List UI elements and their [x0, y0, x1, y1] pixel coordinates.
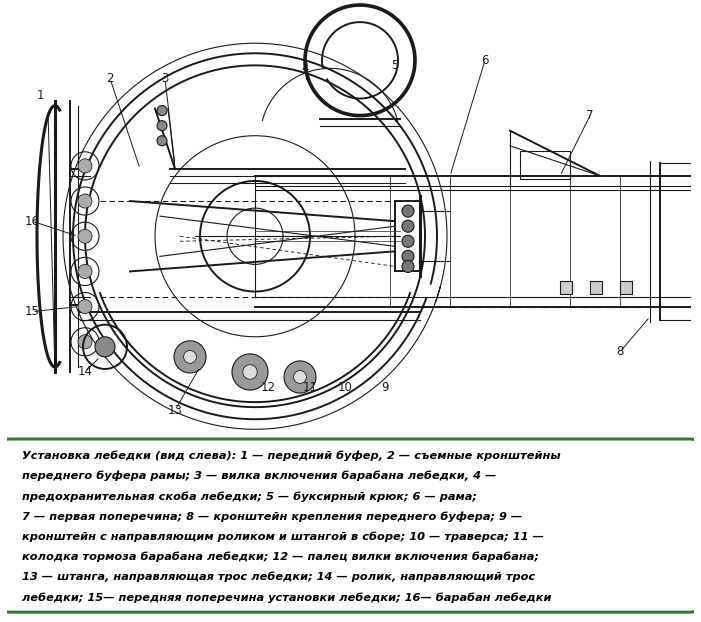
Text: 13: 13 — [168, 404, 182, 417]
Text: 14: 14 — [78, 366, 93, 378]
Text: переднего буфера рамы; 3 — вилка включения барабана лебедки, 4 —: переднего буфера рамы; 3 — вилка включен… — [22, 471, 496, 481]
Text: 7 — первая поперечина; 8 — кронштейн крепления переднего буфера; 9 —: 7 — первая поперечина; 8 — кронштейн кре… — [22, 511, 522, 522]
Circle shape — [402, 205, 414, 217]
Bar — [520, 151, 570, 179]
Text: 4: 4 — [301, 62, 308, 75]
Text: 7: 7 — [586, 109, 594, 122]
Circle shape — [78, 230, 92, 243]
Text: 8: 8 — [616, 345, 624, 358]
Circle shape — [78, 300, 92, 313]
Circle shape — [95, 337, 115, 357]
Circle shape — [157, 106, 167, 116]
Circle shape — [78, 194, 92, 208]
Text: 2: 2 — [107, 72, 114, 85]
Text: колодка тормоза барабана лебедки; 12 — палец вилки включения барабана;: колодка тормоза барабана лебедки; 12 — п… — [22, 552, 539, 562]
Text: Установка лебедки (вид слева): 1 — передний буфер, 2 — съемные кронштейны: Установка лебедки (вид слева): 1 — перед… — [22, 451, 561, 462]
Text: 5: 5 — [391, 59, 399, 72]
Bar — [620, 282, 632, 294]
Text: 1: 1 — [36, 89, 43, 102]
Text: 11: 11 — [303, 381, 318, 394]
Text: 6: 6 — [482, 54, 489, 67]
Circle shape — [157, 136, 167, 146]
Text: предохранительная скоба лебедки; 5 — буксирный крюк; 6 — рама;: предохранительная скоба лебедки; 5 — бук… — [22, 491, 477, 501]
Text: 3: 3 — [161, 72, 169, 85]
Circle shape — [184, 350, 196, 363]
Bar — [560, 282, 572, 294]
Circle shape — [78, 264, 92, 279]
Circle shape — [284, 361, 316, 393]
Text: 12: 12 — [261, 381, 275, 394]
Text: лебедки; 15— передняя поперечина установки лебедки; 16— барабан лебедки: лебедки; 15— передняя поперечина установ… — [22, 592, 552, 603]
Text: 15: 15 — [25, 305, 39, 318]
Circle shape — [232, 354, 268, 390]
Text: 10: 10 — [338, 381, 353, 394]
Circle shape — [402, 235, 414, 248]
Circle shape — [243, 364, 257, 379]
Circle shape — [402, 220, 414, 232]
Circle shape — [294, 371, 306, 383]
Text: кронштейн с направляющим роликом и штангой в сборе; 10 — траверса; 11 —: кронштейн с направляющим роликом и штанг… — [22, 532, 544, 542]
Circle shape — [157, 121, 167, 131]
Circle shape — [402, 261, 414, 272]
Text: 13 — штанга, направляющая трос лебедки; 14 — ролик, направляющий трос: 13 — штанга, направляющая трос лебедки; … — [22, 572, 536, 582]
Text: 9: 9 — [381, 381, 389, 394]
Text: 16: 16 — [25, 215, 39, 228]
Circle shape — [78, 159, 92, 173]
FancyBboxPatch shape — [4, 439, 696, 612]
Bar — [590, 282, 602, 294]
Circle shape — [78, 335, 92, 349]
Circle shape — [174, 341, 206, 373]
Circle shape — [402, 250, 414, 262]
